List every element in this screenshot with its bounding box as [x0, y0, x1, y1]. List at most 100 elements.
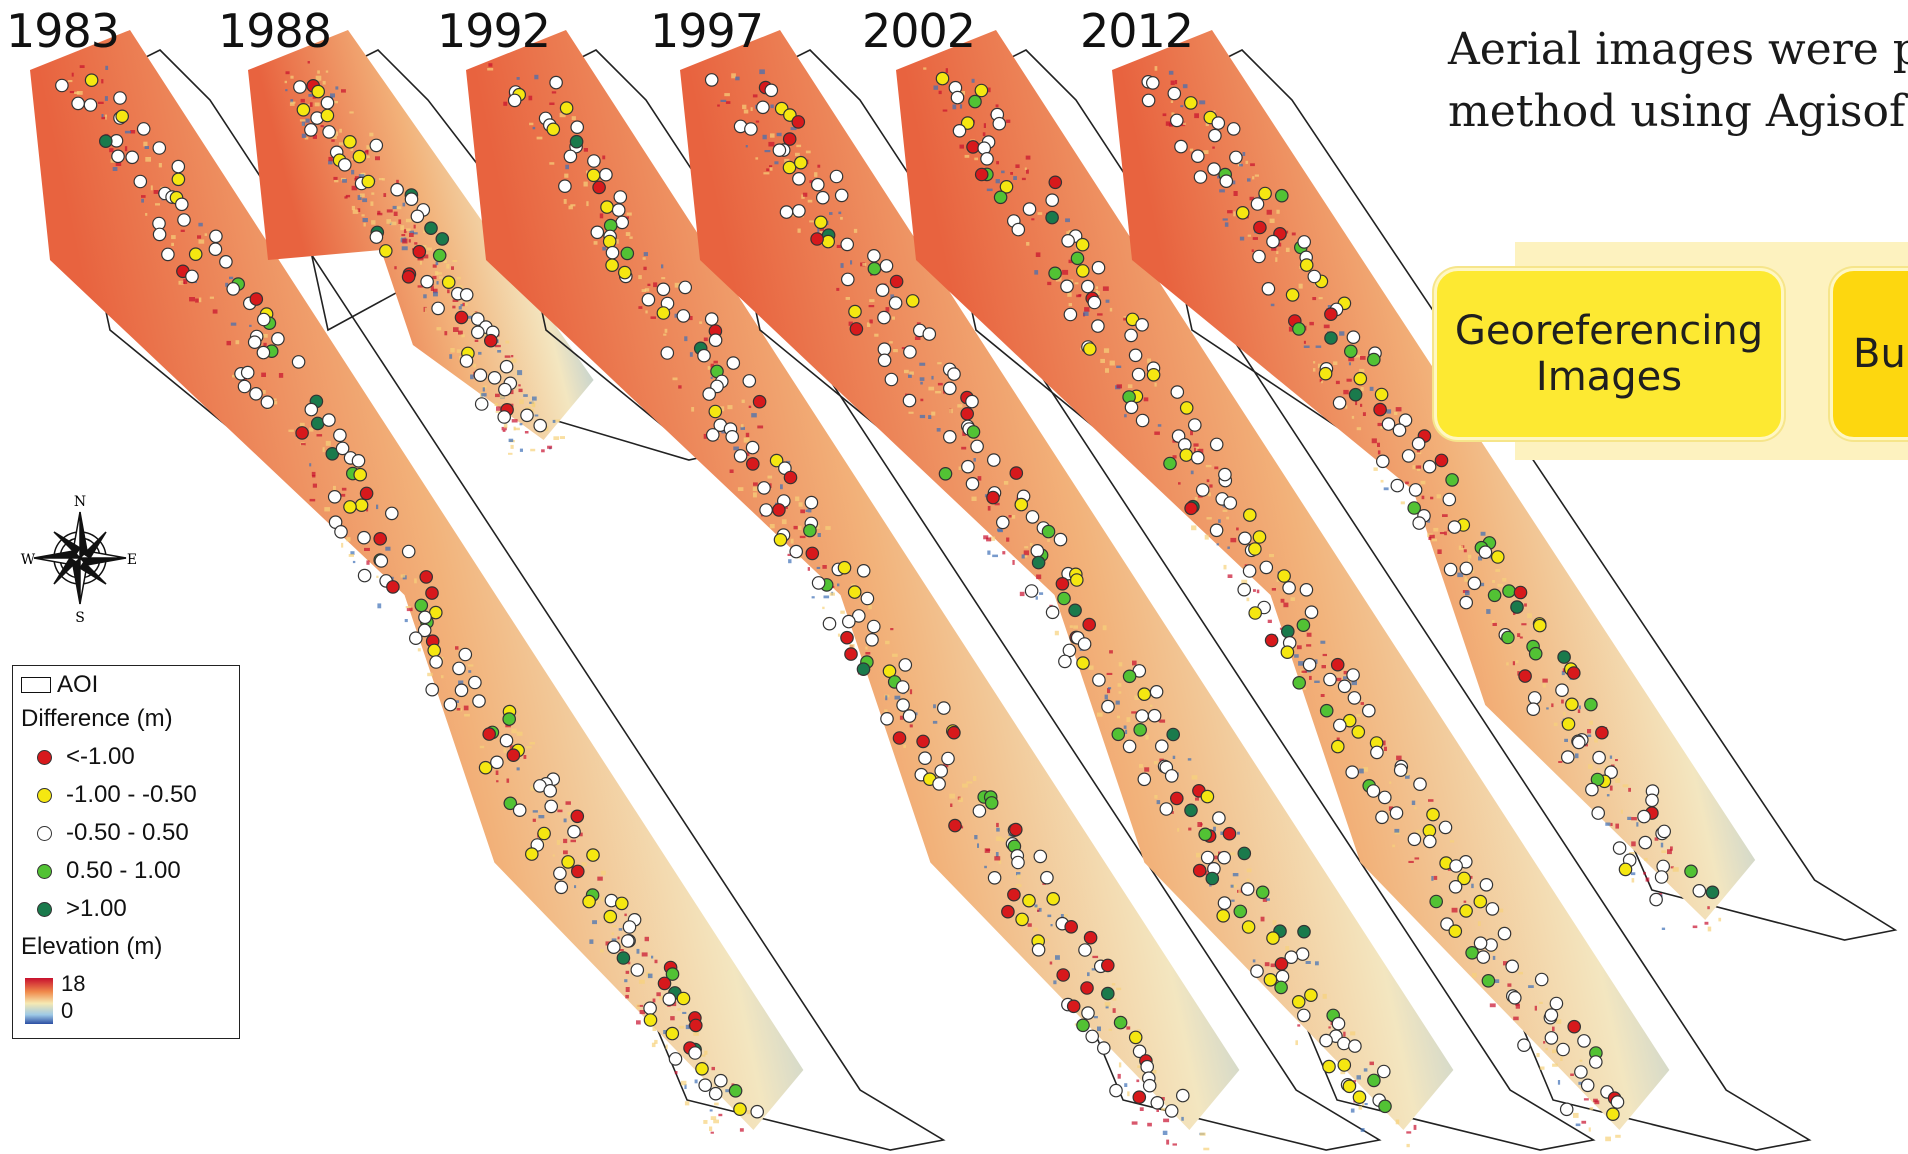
difference-point — [1191, 450, 1205, 465]
raster-speck — [574, 885, 577, 889]
raster-speck — [1087, 972, 1090, 977]
raster-speck — [866, 322, 871, 327]
raster-speck — [511, 728, 517, 734]
raster-speck — [423, 229, 426, 233]
difference-point — [327, 489, 342, 504]
raster-speck — [691, 407, 695, 412]
difference-point — [1544, 1031, 1559, 1045]
raster-speck — [647, 283, 651, 286]
raster-speck — [996, 827, 1000, 832]
difference-point — [1057, 591, 1071, 606]
raster-speck — [1204, 534, 1209, 540]
raster-speck — [1037, 908, 1040, 912]
elevation-color-ramp — [25, 978, 53, 1024]
raster-speck — [333, 101, 338, 104]
raster-speck — [977, 476, 982, 481]
legend-class-5: >1.00 — [13, 894, 127, 924]
raster-speck — [725, 1089, 731, 1093]
difference-point — [1184, 803, 1198, 818]
raster-speck — [1360, 387, 1364, 392]
difference-point — [1155, 739, 1169, 753]
difference-point — [1101, 958, 1115, 973]
legend-dot-green — [37, 863, 52, 879]
raster-speck — [642, 257, 646, 260]
raster-speck — [1102, 286, 1109, 291]
raster-speck — [1437, 549, 1442, 554]
difference-point — [1261, 281, 1276, 296]
raster-speck — [1660, 842, 1664, 848]
raster-speck — [474, 339, 479, 342]
raster-speck — [1408, 860, 1414, 863]
difference-point — [1448, 924, 1463, 938]
raster-speck — [1478, 582, 1485, 587]
raster-speck — [312, 483, 317, 488]
difference-point — [99, 134, 113, 148]
raster-speck — [1312, 297, 1317, 301]
workflow-step-georeferencing: Georeferencing Images — [1434, 268, 1784, 440]
raster-speck — [1125, 729, 1128, 734]
raster-speck — [586, 201, 589, 207]
difference-point — [1684, 864, 1698, 879]
difference-point — [410, 209, 425, 224]
raster-speck — [995, 104, 999, 108]
raster-speck — [1205, 464, 1212, 468]
raster-speck — [1194, 447, 1197, 453]
difference-point — [966, 140, 980, 154]
raster-speck — [419, 261, 422, 265]
raster-speck — [1053, 980, 1057, 985]
raster-speck — [762, 134, 767, 140]
difference-point — [1649, 892, 1663, 907]
raster-speck — [1661, 927, 1666, 930]
raster-speck — [737, 487, 744, 491]
raster-speck — [1433, 875, 1438, 880]
raster-speck — [615, 239, 619, 244]
difference-point — [803, 523, 817, 538]
raster-speck — [564, 173, 569, 178]
raster-speck — [496, 406, 502, 411]
raster-speck — [1206, 479, 1210, 483]
legend-class-2: -1.00 - -0.50 — [13, 780, 197, 810]
raster-speck — [694, 1079, 698, 1084]
difference-point — [1390, 478, 1405, 493]
raster-speck — [171, 235, 176, 240]
raster-speck — [790, 127, 797, 131]
raster-speck — [314, 102, 320, 107]
raster-speck — [225, 282, 229, 287]
difference-point — [1083, 930, 1098, 945]
raster-speck — [461, 334, 465, 338]
raster-speck — [1037, 212, 1043, 215]
difference-point — [1307, 269, 1322, 284]
difference-point — [999, 180, 1014, 194]
difference-point — [1031, 942, 1046, 957]
raster-speck — [1027, 923, 1032, 927]
raster-speck — [501, 426, 507, 431]
raster-speck — [718, 1113, 723, 1117]
raster-speck — [949, 408, 953, 414]
difference-point — [311, 84, 325, 99]
raster-speck — [473, 363, 476, 368]
raster-speck — [1645, 877, 1650, 882]
raster-speck — [497, 350, 502, 353]
raster-speck — [398, 219, 402, 224]
difference-point — [420, 274, 434, 289]
raster-speck — [714, 1102, 719, 1106]
difference-point — [425, 586, 439, 600]
raster-speck — [611, 938, 617, 942]
raster-speck — [456, 708, 461, 711]
raster-speck — [523, 755, 527, 759]
raster-speck — [731, 73, 736, 79]
raster-speck — [1351, 415, 1355, 419]
difference-point — [1237, 846, 1252, 861]
raster-speck — [412, 232, 418, 235]
raster-speck — [589, 939, 594, 944]
raster-speck — [1150, 704, 1153, 708]
raster-speck — [141, 195, 146, 198]
raster-speck — [710, 1131, 714, 1134]
raster-speck — [710, 376, 713, 379]
difference-point — [1167, 86, 1182, 101]
raster-speck — [1019, 591, 1025, 597]
difference-point — [898, 658, 913, 672]
raster-speck — [817, 533, 821, 537]
raster-speck — [376, 504, 379, 510]
raster-speck — [982, 132, 986, 137]
